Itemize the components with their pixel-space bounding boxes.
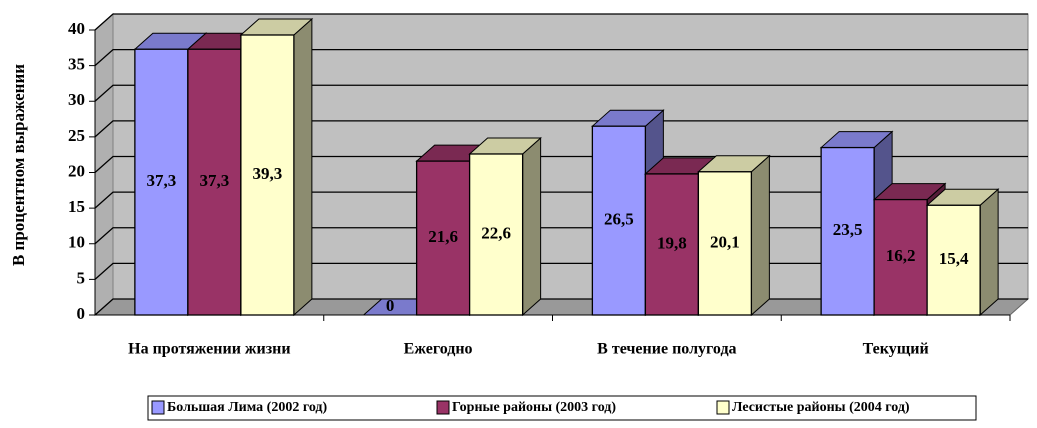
y-tick-label: 10 [68,233,85,252]
x-tick-label: На протяжении жизни [128,341,291,358]
legend-label: Лесистые районы (2004 год) [732,400,910,415]
data-label: 22,6 [481,223,511,242]
y-axis-title: В процентном выражении [9,64,28,266]
legend-swatch [151,400,165,415]
data-label: 37,3 [200,171,230,190]
y-tick-label: 0 [77,304,86,323]
data-label: 37,3 [147,171,177,190]
bar [644,173,700,316]
data-label: 20,1 [710,232,740,251]
x-tick-label: Текущий [863,341,929,358]
data-label: 0 [386,296,395,315]
bar [415,160,471,316]
bar-side [750,154,770,317]
x-tick-label: Ежегодно [404,341,473,358]
bar [926,204,981,316]
y-tick-label: 20 [68,161,85,180]
legend-swatch [716,400,730,415]
bar [468,153,524,316]
y-tick-label: 35 [68,55,85,74]
legend-box [147,395,977,421]
y-tick-label: 30 [68,90,85,109]
data-label: 16,2 [886,246,916,265]
data-label: 26,5 [604,210,634,229]
data-label: 21,6 [428,227,458,246]
grid-line [94,120,1028,138]
data-label: 19,8 [657,233,687,252]
grid-line [94,13,1028,31]
legend-label: Большая Лима (2002 год) [167,400,328,415]
bar-side [293,17,313,317]
bar [240,34,295,316]
grid-line [94,84,1028,102]
legend-label: Горные районы (2003 год) [452,400,616,415]
data-label: 23,5 [833,220,863,239]
bar [820,146,875,316]
legend: Большая Лима (2002 год) Горные районы (20… [147,395,977,421]
bar [697,171,753,316]
grid-line [94,48,1028,67]
y-tick-label: 40 [68,19,85,38]
legend-swatch [436,400,450,415]
y-tick-label: 15 [68,197,85,216]
data-label: 39,3 [253,164,283,183]
bar-side [979,188,999,317]
x-tick-label: В течение полугода [597,341,736,358]
y-tick-label: 5 [77,268,86,287]
data-label: 15,4 [939,249,969,268]
bar-side [522,136,542,317]
y-tick-label: 25 [68,126,85,145]
